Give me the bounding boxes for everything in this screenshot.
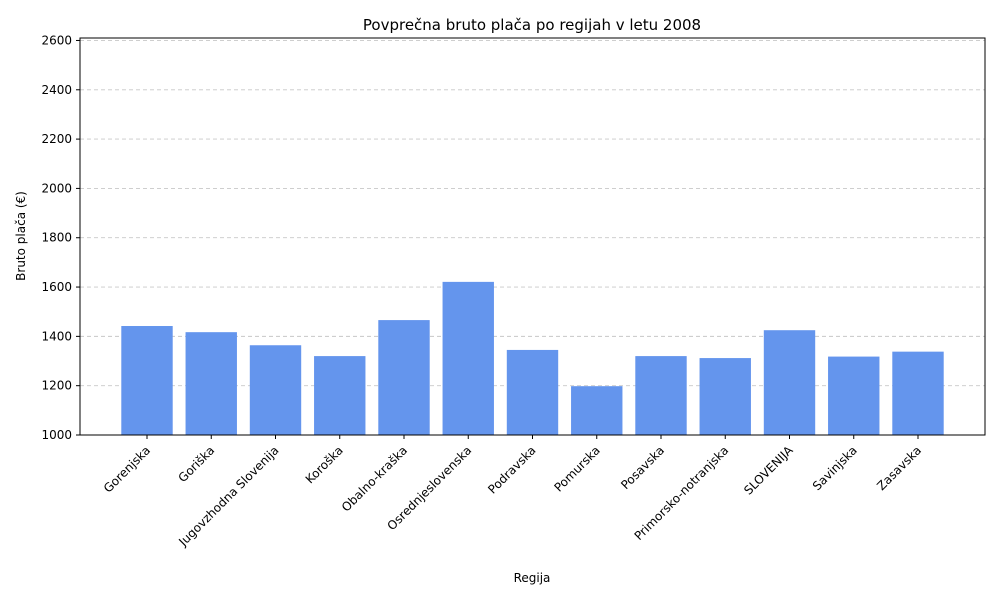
bar — [763, 330, 816, 435]
y-tick-label: 1600 — [41, 280, 72, 294]
y-tick-label: 1400 — [41, 329, 72, 343]
y-axis-label: Bruto plača (€) — [14, 191, 28, 281]
bar — [121, 326, 173, 435]
y-tick-label: 1800 — [41, 231, 72, 245]
y-tick-label: 2200 — [41, 132, 72, 146]
x-tick-label: Koroška — [303, 443, 346, 486]
y-tick-label: 1200 — [41, 379, 72, 393]
bar — [892, 351, 944, 435]
x-axis-label: Regija — [514, 571, 551, 585]
x-tick-label: Posavska — [618, 443, 667, 492]
bars — [121, 281, 944, 435]
bar — [506, 349, 559, 435]
x-tick-label: Podravska — [485, 443, 538, 496]
bar — [828, 356, 880, 435]
x-tick-label: Gorenjska — [101, 443, 153, 495]
bar — [699, 358, 751, 435]
bar — [571, 386, 623, 435]
x-tick-label: SLOVENIJA — [741, 443, 796, 498]
x-tick-label: Obalno-kraška — [339, 443, 410, 514]
x-tick-label: Savinjska — [810, 443, 860, 493]
x-tick-label: Pomurska — [551, 443, 602, 494]
y-axis-ticks: 1000 1200 1400 1600 1800 2000 2200 2400 2600 — [41, 33, 80, 442]
y-tick-label: 1000 — [41, 428, 72, 442]
bar — [249, 345, 302, 435]
bar — [314, 356, 366, 435]
y-tick-label: 2600 — [41, 33, 72, 47]
bar — [185, 332, 237, 435]
x-tick-label: Goriška — [175, 443, 217, 485]
y-tick-label: 2000 — [41, 181, 72, 195]
x-tick-label: Zasavska — [874, 443, 924, 493]
chart-title: Povprečna bruto plača po regijah v letu … — [363, 16, 701, 34]
bar — [635, 356, 687, 435]
y-tick-label: 2400 — [41, 83, 72, 97]
bar — [378, 320, 430, 435]
bar — [442, 281, 494, 435]
